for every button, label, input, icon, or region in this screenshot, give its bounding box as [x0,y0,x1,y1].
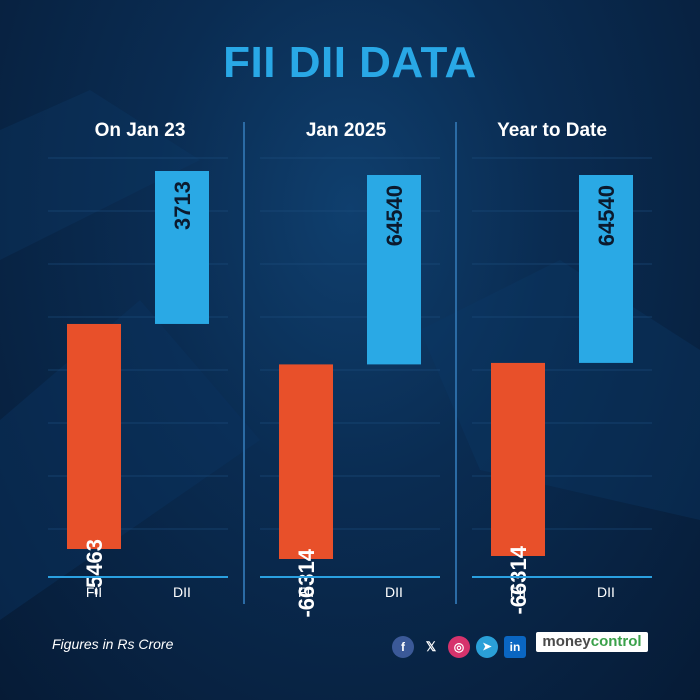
category-label-dii: DII [173,584,191,600]
category-label-fii: FII [298,584,314,600]
telegram-icon[interactable]: ➤ [476,636,498,658]
data-label-fii: -5463 [82,539,107,595]
x-icon[interactable]: 𝕏 [425,639,437,654]
bar-fii [491,362,545,556]
brand-part-money: money [542,633,591,650]
panel-title-on-jan-23: On Jan 23 [94,120,186,141]
footer-note: Figures in Rs Crore [52,636,174,652]
panel-divider [243,122,245,604]
facebook-icon[interactable]: f [392,636,414,658]
category-label-fii: FII [510,584,526,600]
data-label-dii: 64540 [382,185,407,246]
data-label-dii: 3713 [170,181,195,230]
bar-fii [67,323,121,549]
panel-title-jan-2025: Jan 2025 [305,120,387,141]
linkedin-icon[interactable]: in [504,636,526,658]
bar-dii [367,175,421,365]
category-label-dii: DII [597,584,615,600]
category-label-dii: DII [385,584,403,600]
data-label-dii: 64540 [594,185,619,246]
bar-dii [155,171,209,324]
page-title: FII DII DATA [223,38,477,87]
bar-fii [279,364,333,559]
bar-dii [579,175,633,363]
data-label-fii: -66314 [506,545,531,614]
moneycontrol-logo[interactable]: moneycontrol [536,632,648,652]
category-label-fii: FII [86,584,102,600]
panel-title-year-to-date: Year to Date [497,120,607,141]
instagram-icon[interactable]: ◎ [448,636,470,658]
brand-part-control: control [590,633,642,650]
panel-divider [455,122,457,604]
data-label-fii: -66314 [294,548,319,617]
